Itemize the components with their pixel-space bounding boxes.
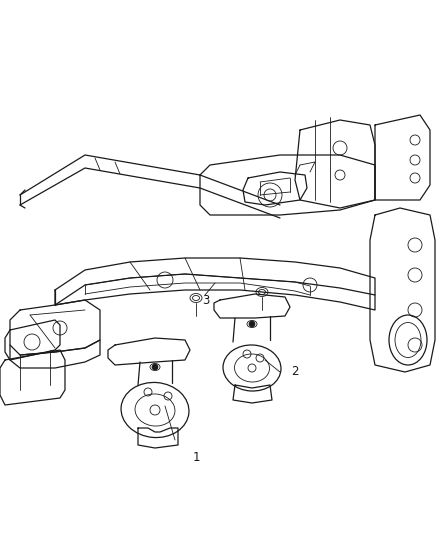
Circle shape bbox=[152, 364, 158, 370]
Text: 3: 3 bbox=[202, 294, 209, 306]
Text: 2: 2 bbox=[290, 366, 298, 378]
Circle shape bbox=[248, 321, 254, 327]
Text: 1: 1 bbox=[192, 451, 199, 464]
